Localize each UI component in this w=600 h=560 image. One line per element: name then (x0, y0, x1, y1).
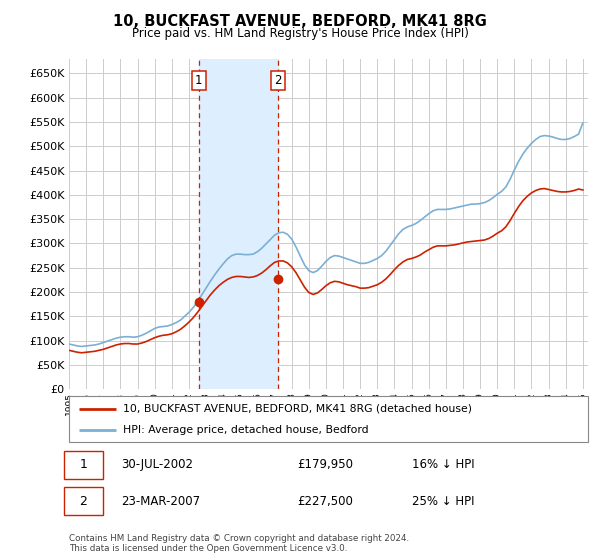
FancyBboxPatch shape (69, 396, 588, 442)
Text: 23-MAR-2007: 23-MAR-2007 (121, 494, 200, 508)
FancyBboxPatch shape (64, 451, 103, 479)
Text: £227,500: £227,500 (298, 494, 353, 508)
Text: 16% ↓ HPI: 16% ↓ HPI (412, 458, 474, 472)
Text: 1: 1 (79, 458, 87, 472)
Text: 2: 2 (79, 494, 87, 508)
Text: 10, BUCKFAST AVENUE, BEDFORD, MK41 8RG (detached house): 10, BUCKFAST AVENUE, BEDFORD, MK41 8RG (… (124, 404, 472, 414)
Text: Price paid vs. HM Land Registry's House Price Index (HPI): Price paid vs. HM Land Registry's House … (131, 27, 469, 40)
Text: HPI: Average price, detached house, Bedford: HPI: Average price, detached house, Bedf… (124, 424, 369, 435)
Text: 25% ↓ HPI: 25% ↓ HPI (412, 494, 474, 508)
Text: Contains HM Land Registry data © Crown copyright and database right 2024.
This d: Contains HM Land Registry data © Crown c… (69, 534, 409, 553)
FancyBboxPatch shape (64, 487, 103, 515)
Bar (199, 59, 278, 389)
Text: 1: 1 (195, 74, 203, 87)
Text: £179,950: £179,950 (298, 458, 353, 472)
Text: 2: 2 (274, 74, 282, 87)
Text: 10, BUCKFAST AVENUE, BEDFORD, MK41 8RG: 10, BUCKFAST AVENUE, BEDFORD, MK41 8RG (113, 14, 487, 29)
Text: 30-JUL-2002: 30-JUL-2002 (121, 458, 193, 472)
